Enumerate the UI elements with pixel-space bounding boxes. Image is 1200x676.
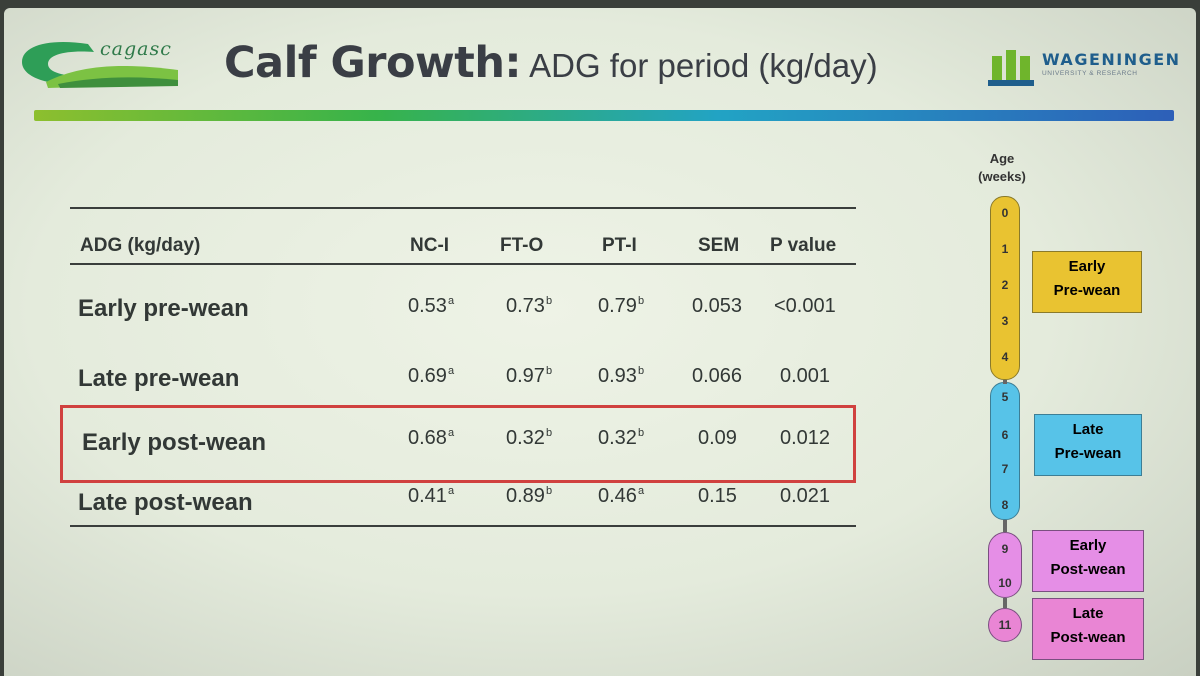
timeline-capsule-late-pre [990, 382, 1020, 520]
period-box-late-post-wean: Late Post-wean [1032, 598, 1144, 660]
cell-sem: 0.053 [692, 295, 743, 317]
timeline-capsule-early-pre [990, 196, 1020, 380]
period-line2: Post-wean [1050, 629, 1126, 646]
header-nci: NC-I [410, 235, 450, 256]
week-label: 3 [1001, 314, 1009, 328]
highlight-box [60, 405, 856, 483]
cell-nci: 0.41a [408, 485, 455, 507]
week-label: 6 [1001, 428, 1009, 442]
table-header-rule [70, 263, 856, 265]
header-sem: SEM [698, 235, 740, 256]
wageningen-logo: WAGENINGEN UNIVERSITY & RESEARCH [986, 46, 1196, 96]
week-label: 5 [1001, 390, 1009, 404]
period-box-late-pre-wean: Late Pre-wean [1034, 414, 1142, 476]
age-label-line1: Age [989, 151, 1015, 166]
week-label: 1 [1001, 242, 1009, 256]
cell-fto: 0.32b [506, 427, 553, 449]
timeline-connector [1003, 598, 1007, 608]
table-bottom-rule [70, 525, 856, 527]
cell-sem: 0.15 [698, 485, 737, 507]
timeline-connector [1003, 520, 1007, 532]
cell-pvalue: 0.021 [780, 485, 831, 507]
week-label: 10 [998, 576, 1012, 590]
cagasc-logo-mark [22, 42, 178, 88]
timeline-capsule-early-post [988, 532, 1022, 598]
cell-pti: 0.46a [598, 485, 645, 507]
week-label: 0 [1001, 206, 1009, 220]
header-pti: PT-I [602, 235, 637, 256]
week-label: 7 [1001, 462, 1009, 476]
title-main: Calf Growth: [224, 38, 522, 88]
cell-nci: 0.69a [408, 365, 455, 387]
cell-nci: 0.68a [408, 427, 455, 449]
period-line1: Late [1072, 421, 1104, 438]
cell-fto: 0.97b [506, 365, 553, 387]
cell-pvalue: 0.001 [780, 365, 831, 387]
slide-title: Calf Growth: ADG for period (kg/day) [224, 38, 878, 88]
header-pvalue: P value [770, 235, 837, 256]
period-line2: Pre-wean [1053, 282, 1121, 299]
timeline-capsule-late-post [988, 608, 1022, 642]
age-axis-label: Age (weeks) [962, 150, 1042, 186]
cell-sem: 0.09 [698, 427, 737, 449]
cell-pvalue: 0.012 [780, 427, 831, 449]
period-box-early-post-wean: Early Post-wean [1032, 530, 1144, 592]
cagasc-logo: cagasc [18, 36, 188, 92]
period-box-early-pre-wean: Early Pre-wean [1032, 251, 1142, 313]
week-label: 8 [1001, 498, 1009, 512]
age-label-line2: (weeks) [978, 169, 1026, 184]
cell-fto: 0.73b [506, 295, 553, 317]
cell-pvalue: <0.001 [774, 295, 836, 317]
row-label: Early post-wean [82, 429, 267, 456]
period-line1: Early [1069, 537, 1107, 554]
cell-fto: 0.89b [506, 485, 553, 507]
wageningen-subtitle: UNIVERSITY & RESEARCH [1042, 70, 1138, 77]
cell-sem: 0.066 [692, 365, 743, 387]
cell-pti: 0.93b [598, 365, 645, 387]
row-label: Early pre-wean [78, 295, 249, 322]
cagasc-wordmark: cagasc [100, 38, 172, 60]
cell-pti: 0.79b [598, 295, 645, 317]
row-label: Late pre-wean [78, 365, 240, 392]
header-adg: ADG (kg/day) [80, 235, 201, 256]
table-top-rule [70, 207, 856, 209]
header-fto: FT-O [500, 235, 544, 256]
title-divider [34, 110, 1174, 121]
period-line2: Post-wean [1050, 561, 1126, 578]
week-label: 4 [1001, 350, 1009, 364]
title-sub: ADG for period (kg/day) [529, 47, 878, 84]
cell-nci: 0.53a [408, 295, 455, 317]
period-line2: Pre-wean [1054, 445, 1122, 462]
row-label: Late post-wean [78, 489, 253, 516]
wageningen-name: WAGENINGEN [1042, 50, 1181, 69]
cell-pti: 0.32b [598, 427, 645, 449]
week-label: 2 [1001, 278, 1009, 292]
timeline-connector [1003, 380, 1007, 384]
week-label: 9 [1001, 542, 1009, 556]
week-label: 11 [998, 618, 1012, 632]
wageningen-logo-mark [988, 50, 1034, 86]
period-line1: Late [1072, 605, 1104, 622]
period-line1: Early [1068, 258, 1106, 275]
